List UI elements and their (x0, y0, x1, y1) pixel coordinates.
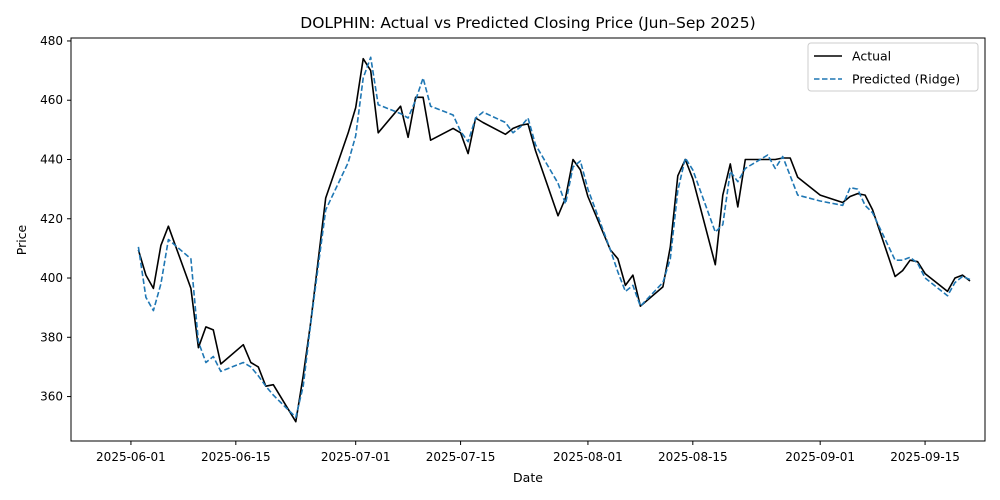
x-tick-label: 2025-07-01 (321, 450, 391, 464)
y-axis-title: Price (14, 224, 29, 255)
series-line-actual (137, 57, 971, 423)
x-axis-title: Date (513, 470, 543, 485)
legend: Actual Predicted (Ridge) (807, 42, 979, 92)
x-tick-label: 2025-06-01 (96, 450, 166, 464)
x-tick-label: 2025-09-01 (785, 450, 855, 464)
chart-title: DOLPHIN: Actual vs Predicted Closing Pri… (300, 14, 755, 32)
y-tick-label: 360 (40, 390, 63, 404)
y-tick-label: 460 (40, 93, 63, 107)
x-tick-label: 2025-07-15 (426, 450, 496, 464)
x-tick-label: 2025-06-15 (201, 450, 271, 464)
legend-box (807, 42, 979, 92)
x-tick-label: 2025-08-15 (658, 450, 728, 464)
y-tick-label: 480 (40, 34, 63, 48)
x-tick-label: 2025-08-01 (553, 450, 623, 464)
legend-label-predicted: Predicted (Ridge) (852, 72, 960, 87)
plot-area: 2025-06-01 2025-06-15 2025-07-01 2025-07-15… (40, 34, 986, 464)
y-tick-label: 440 (40, 152, 63, 166)
y-tick-label: 380 (40, 330, 63, 344)
series-line-predicted (137, 56, 971, 419)
y-tick-label: 420 (40, 212, 63, 226)
x-tick-label: 2025-09-15 (890, 450, 960, 464)
y-tick-label: 400 (40, 271, 63, 285)
legend-label-actual: Actual (852, 49, 891, 64)
plot-frame (70, 37, 986, 442)
